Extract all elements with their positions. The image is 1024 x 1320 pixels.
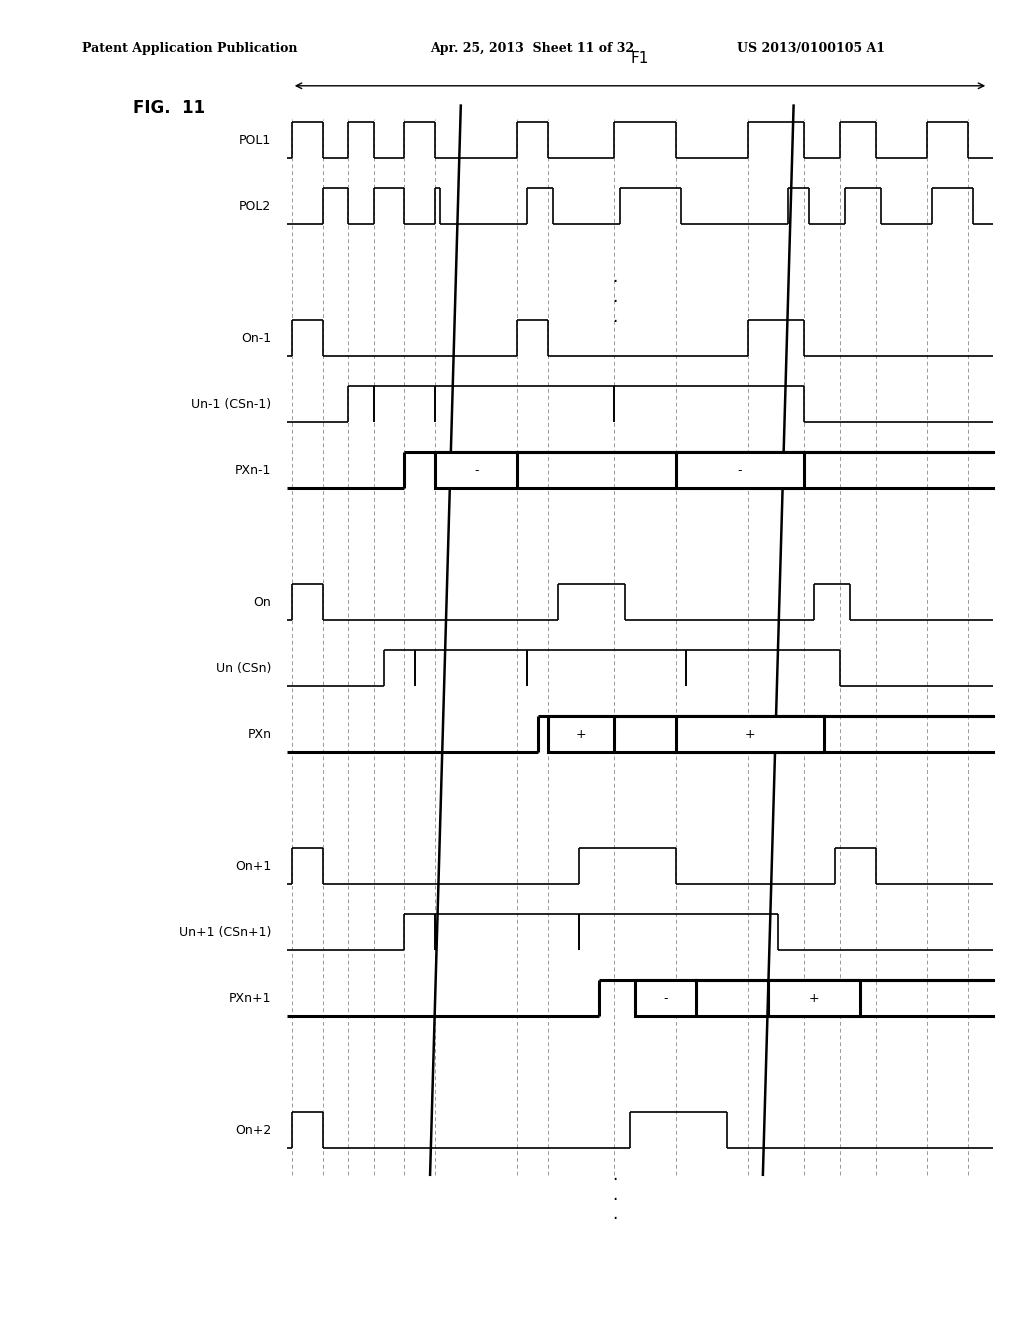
Text: US 2013/0100105 A1: US 2013/0100105 A1: [737, 42, 886, 55]
Text: Patent Application Publication: Patent Application Publication: [82, 42, 297, 55]
Bar: [548, 715, 614, 752]
Text: +: +: [744, 727, 756, 741]
Text: .: .: [611, 1205, 617, 1224]
Text: .: .: [611, 268, 617, 286]
Text: PXn: PXn: [248, 727, 271, 741]
Text: -: -: [664, 991, 668, 1005]
Text: +: +: [575, 727, 587, 741]
Text: .: .: [611, 1185, 617, 1204]
Text: -: -: [474, 463, 478, 477]
Text: Un (CSn): Un (CSn): [216, 661, 271, 675]
Bar: [676, 451, 804, 488]
Text: FIG.  11: FIG. 11: [133, 99, 205, 117]
Text: -: -: [737, 463, 742, 477]
Text: On: On: [254, 595, 271, 609]
Bar: [435, 451, 517, 488]
Text: POL1: POL1: [240, 133, 271, 147]
Bar: [676, 715, 824, 752]
Bar: [635, 979, 696, 1016]
Text: On+1: On+1: [236, 859, 271, 873]
Text: POL2: POL2: [240, 199, 271, 213]
Text: On-1: On-1: [242, 331, 271, 345]
Text: Un+1 (CSn+1): Un+1 (CSn+1): [179, 925, 271, 939]
Bar: [768, 979, 860, 1016]
Text: F1: F1: [631, 51, 649, 66]
Text: .: .: [611, 308, 617, 326]
Text: PXn+1: PXn+1: [228, 991, 271, 1005]
Text: On+2: On+2: [236, 1123, 271, 1137]
Text: PXn-1: PXn-1: [234, 463, 271, 477]
Text: +: +: [809, 991, 819, 1005]
Text: Apr. 25, 2013  Sheet 11 of 32: Apr. 25, 2013 Sheet 11 of 32: [430, 42, 634, 55]
Text: Un-1 (CSn-1): Un-1 (CSn-1): [191, 397, 271, 411]
Text: .: .: [611, 288, 617, 306]
Text: .: .: [611, 1166, 617, 1184]
